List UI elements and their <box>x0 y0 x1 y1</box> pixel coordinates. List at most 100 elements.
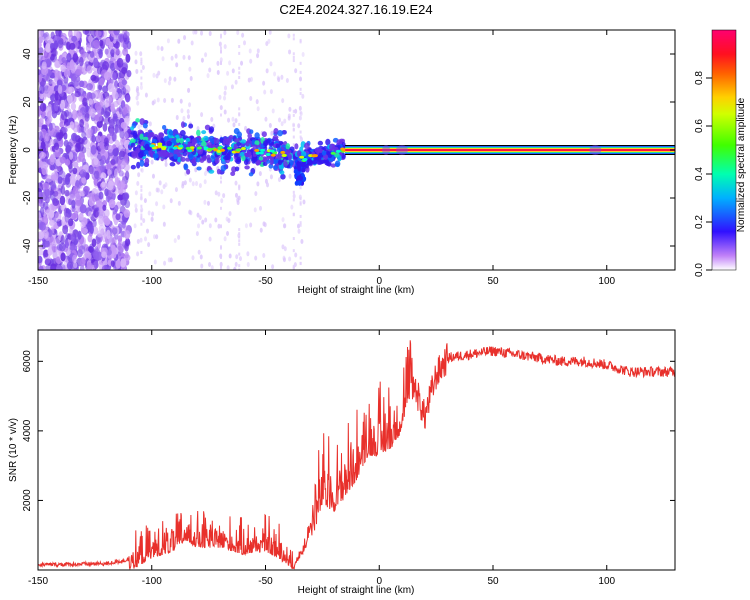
spectral-streak <box>238 228 241 232</box>
spectral-noise-blob <box>134 207 138 213</box>
spectral-streak <box>238 252 241 256</box>
spectral-noise-blob <box>38 198 41 207</box>
spectral-noise-blob <box>271 108 275 114</box>
spectral-noise-blob <box>81 176 87 184</box>
spectral-noise-blob <box>248 48 252 54</box>
spectral-signal-blob <box>296 150 302 158</box>
colorbar-tick-label: 0.6 <box>694 119 705 133</box>
spectral-noise-blob <box>64 158 71 166</box>
spectral-noise-blob <box>142 218 146 224</box>
spectral-signal-blob <box>317 140 324 146</box>
spectral-signal-blob <box>144 157 150 165</box>
spectral-streak <box>292 198 295 202</box>
spectral-streak <box>299 130 302 134</box>
spectral-noise-blob <box>61 84 67 92</box>
spectral-noise-blob <box>116 164 122 174</box>
spectral-signal-blob <box>254 132 260 139</box>
spectral-noise-blob <box>226 70 230 76</box>
spectral-noise-blob <box>88 245 94 253</box>
spectral-noise-blob <box>145 228 149 234</box>
spectral-noise-blob <box>91 193 97 202</box>
x-tick-label: -50 <box>258 276 273 287</box>
spectrogram-x-label: Height of straight line (km) <box>298 285 415 296</box>
spectral-noise-blob <box>100 172 107 180</box>
spectral-noise-blob <box>135 68 139 74</box>
spectral-noise-blob <box>273 71 277 77</box>
spectral-noise-blob <box>200 112 204 118</box>
spectral-noise-blob <box>77 214 84 221</box>
spectral-streak <box>238 184 241 188</box>
colorbar-tick-label: 0.2 <box>694 215 705 229</box>
spectral-noise-blob <box>111 248 117 255</box>
spectral-noise-blob <box>175 62 179 68</box>
spectral-noise-blob <box>200 57 204 63</box>
spectral-streak <box>238 122 241 126</box>
spectral-noise-blob <box>122 106 128 115</box>
spectral-noise-blob <box>177 200 181 206</box>
spectral-noise-blob <box>191 181 195 187</box>
spectral-noise-blob <box>99 39 104 47</box>
spectral-noise-blob <box>54 70 59 79</box>
spectral-noise-blob <box>203 199 207 205</box>
spectral-hot-blob <box>178 144 184 148</box>
spectral-noise-blob <box>223 90 227 96</box>
spectral-noise-blob <box>153 259 157 265</box>
spectral-noise-blob <box>223 30 227 36</box>
spectral-signal-blob <box>148 131 154 138</box>
spectral-noise-blob <box>294 252 298 258</box>
spectral-noise-blob <box>68 86 75 93</box>
spectral-noise-blob <box>105 37 111 46</box>
spectral-hot-blob <box>240 147 246 151</box>
snr-y-label: SNR (10 * v/v) <box>8 418 19 482</box>
spectral-signal-blob <box>139 133 144 140</box>
spectral-noise-blob <box>64 212 70 223</box>
spectral-signal-blob <box>246 151 252 157</box>
spectral-noise-blob <box>197 249 201 255</box>
spectral-noise-blob <box>228 211 232 217</box>
spectral-streak <box>292 213 295 217</box>
spectral-noise-blob <box>93 157 99 166</box>
spectral-streak <box>292 143 295 147</box>
snr-x-ticks: -150 -100 -50 0 50 100 <box>28 330 616 587</box>
spectral-noise-blob <box>234 118 238 124</box>
spectral-noise-blob <box>72 185 79 194</box>
spectral-noise-blob <box>60 234 65 245</box>
colorbar: 0.0 0.2 0.4 0.6 0.8 Normalized spectral ampl… <box>694 29 747 277</box>
spectral-signal-blob <box>175 138 181 144</box>
spectral-noise-blob <box>268 30 272 35</box>
spectral-noise-blob <box>258 171 262 177</box>
spectral-noise-blob <box>59 99 66 110</box>
spectral-streak <box>238 235 241 239</box>
spectral-signal-blob <box>277 159 283 166</box>
spectral-noise-blob <box>38 249 44 256</box>
spectral-noise-blob <box>199 254 203 260</box>
spectral-streak <box>292 33 295 37</box>
spectral-streak <box>220 113 222 117</box>
spectral-noise-blob <box>151 100 155 106</box>
spectral-noise-blob <box>50 263 57 270</box>
spectral-noise-blob <box>283 223 287 229</box>
spectral-noise-blob <box>124 251 129 259</box>
spectral-noise-blob <box>123 163 130 172</box>
spectral-noise-blob <box>79 169 87 178</box>
spectral-noise-blob <box>182 115 186 121</box>
spectral-noise-blob <box>288 256 292 262</box>
spectral-noise-blob <box>150 159 154 165</box>
spectral-noise-blob <box>90 74 97 82</box>
spectral-noise-blob <box>86 223 92 232</box>
spectral-noise-blob <box>126 69 132 78</box>
spectral-noise-blob <box>200 263 204 269</box>
spectral-noise-blob <box>44 195 50 204</box>
spectral-noise-blob <box>98 49 103 59</box>
spectral-noise-blob <box>38 69 42 76</box>
spectral-signal-blob <box>324 160 330 166</box>
spectral-streak <box>238 107 241 111</box>
spectral-noise-blob <box>64 175 71 186</box>
spectral-noise-blob <box>181 181 185 187</box>
spectral-noise-blob <box>226 230 230 236</box>
spectral-noise-blob <box>103 116 111 125</box>
figure-title: C2E4.2024.327.16.19.E24 <box>279 2 432 17</box>
spectral-noise-blob <box>44 258 52 266</box>
spectral-signal-blob <box>305 153 310 159</box>
spectral-noise-blob <box>139 237 143 243</box>
